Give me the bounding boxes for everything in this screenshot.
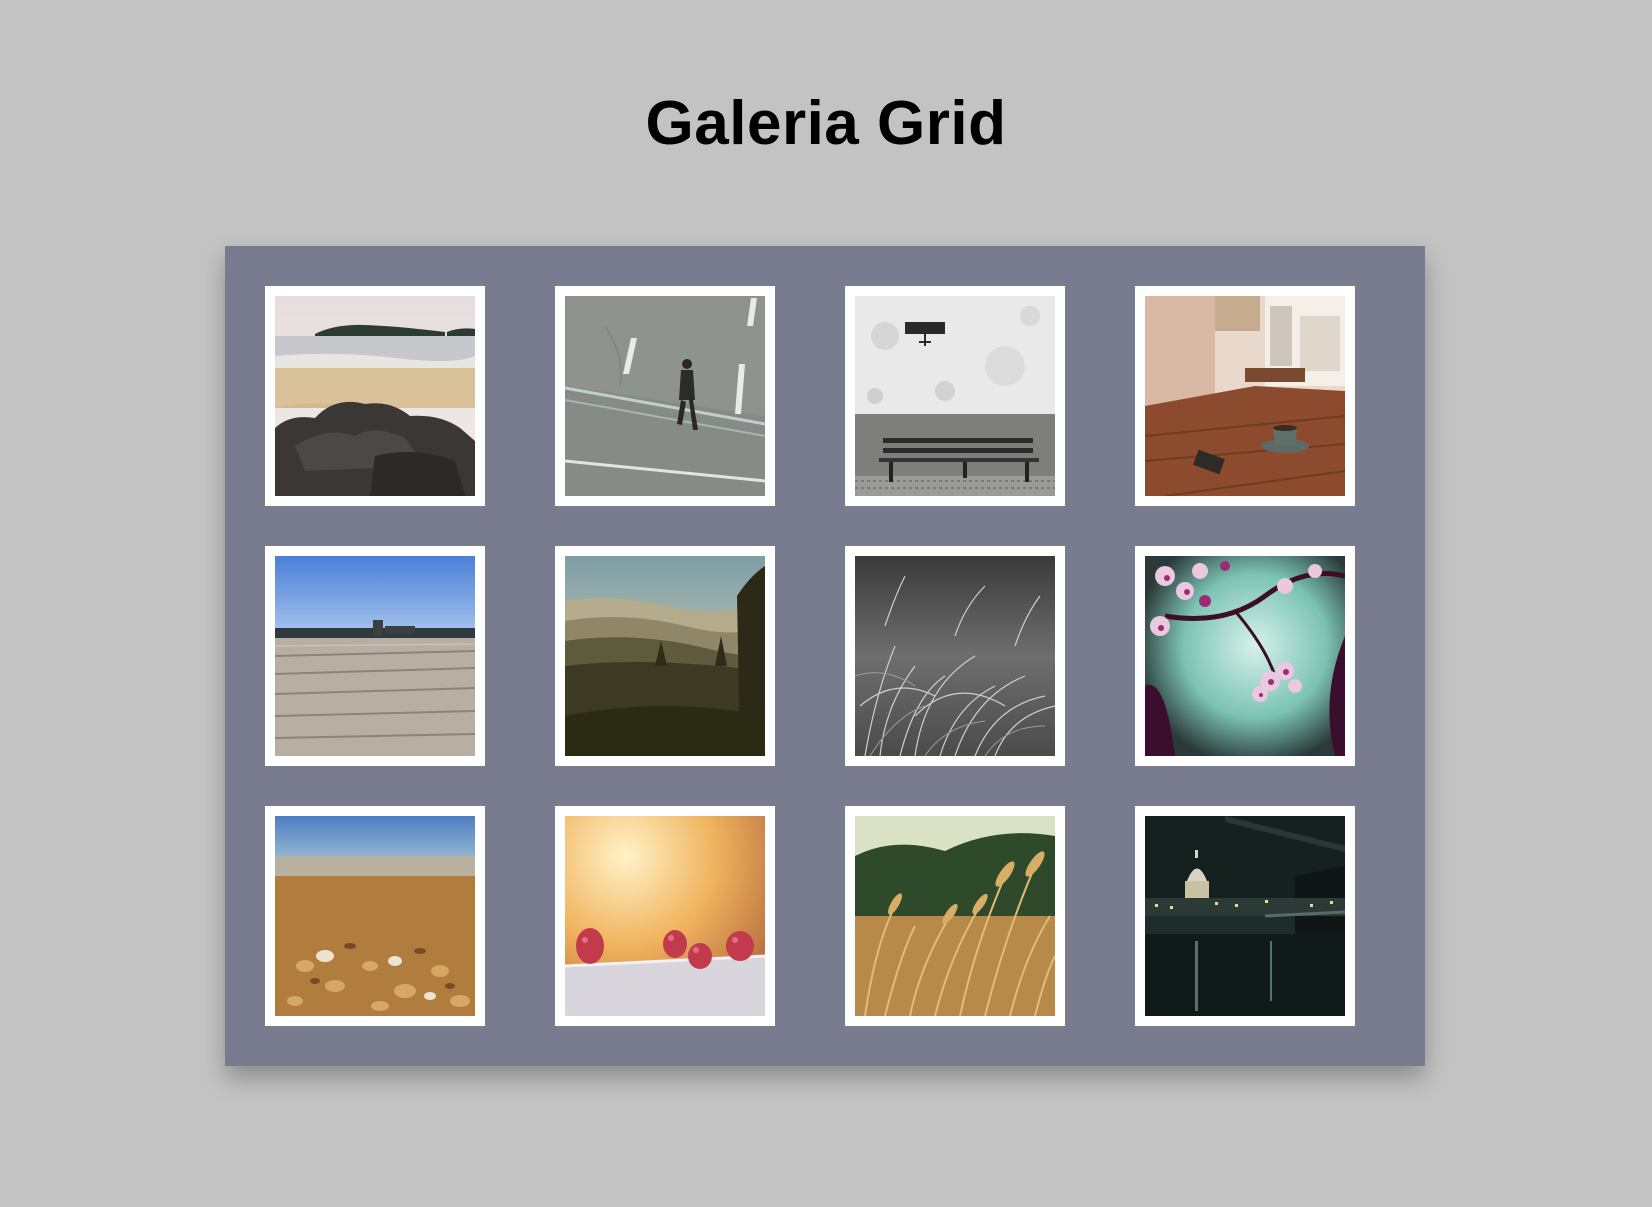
gallery-item[interactable]: [265, 546, 485, 766]
gallery-item[interactable]: [845, 806, 1065, 1026]
gallery-item[interactable]: [1135, 546, 1355, 766]
photo-man-walking-on-road: [565, 296, 765, 496]
gallery-grid: [225, 246, 1425, 1066]
gallery-item[interactable]: [845, 546, 1065, 766]
photo-cafe-table-coffee: [1145, 296, 1345, 496]
gallery-item[interactable]: [1135, 286, 1355, 506]
photo-wooden-pier-blue-sky: [275, 556, 475, 756]
photo-beach-rocks-island: [275, 296, 475, 496]
photo-cherry-blossom-branch: [1145, 556, 1345, 756]
page-title: Galeria Grid: [645, 89, 1007, 158]
photo-bench-by-wall: [855, 296, 1055, 496]
photo-raspberries-on-table: [565, 816, 765, 1016]
gallery-item[interactable]: [555, 806, 775, 1026]
gallery-item[interactable]: [265, 286, 485, 506]
photo-misty-hills-forest: [565, 556, 765, 756]
gallery-item[interactable]: [555, 286, 775, 506]
gallery-item[interactable]: [1135, 806, 1355, 1026]
gallery-item[interactable]: [265, 806, 485, 1026]
photo-golden-wheat-field: [855, 816, 1055, 1016]
photo-grass-black-and-white: [855, 556, 1055, 756]
photo-city-night-river-dome: [1145, 816, 1345, 1016]
photo-shells-on-beach: [275, 816, 475, 1016]
gallery-item[interactable]: [555, 546, 775, 766]
gallery-item[interactable]: [845, 286, 1065, 506]
